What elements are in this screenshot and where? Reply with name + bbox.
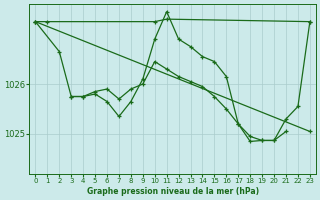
X-axis label: Graphe pression niveau de la mer (hPa): Graphe pression niveau de la mer (hPa) — [87, 187, 259, 196]
